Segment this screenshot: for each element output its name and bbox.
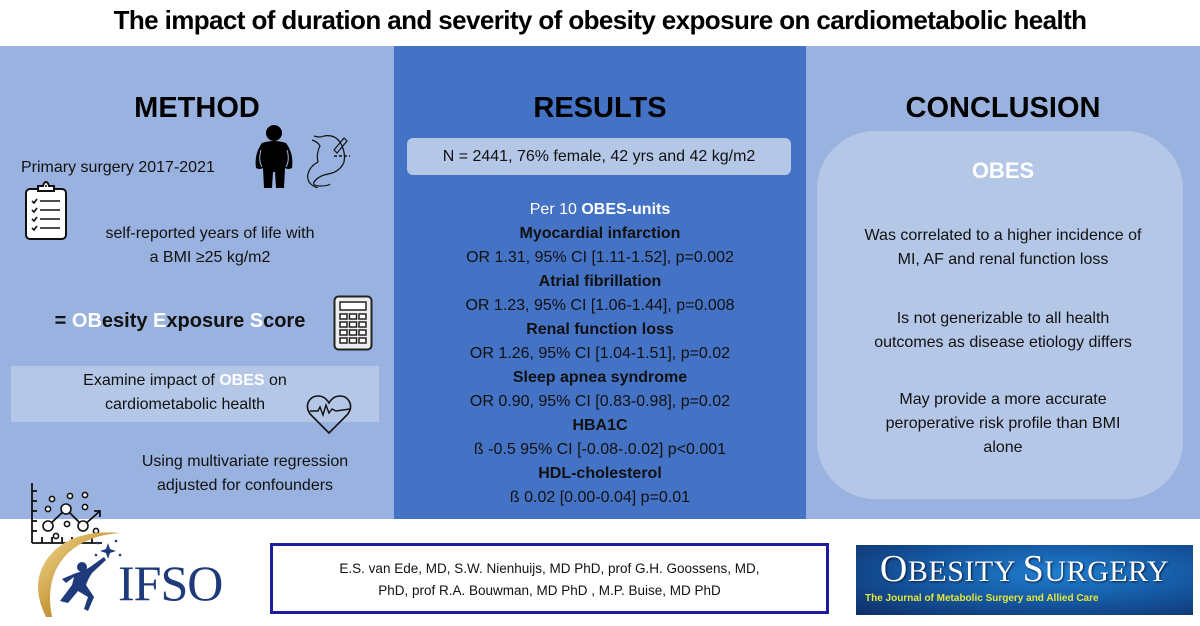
examine-line2: cardiometabolic health <box>104 396 266 413</box>
authors-line2: PhD, prof R.A. Bouwman, MD PhD , M.P. Bu… <box>378 583 721 598</box>
per-obes-units-bold: OBES-units <box>581 201 671 218</box>
ifso-logo-icon <box>38 532 122 617</box>
conclusion-line: alone <box>983 439 1023 456</box>
examine-post: on <box>264 372 287 389</box>
score-rest-esity: esity <box>101 310 154 332</box>
result-value: OR 1.31, 95% CI [1.11-1.52], p=0.002 <box>466 249 734 266</box>
result-name: Atrial fibrillation <box>538 273 662 290</box>
method-heading: METHOD <box>134 92 260 124</box>
clipboard-checklist-icon <box>25 181 67 240</box>
conclusion-box <box>817 131 1183 499</box>
conclusion-point: May provide a more accurate peroperative… <box>826 388 1180 460</box>
per-obes-units: Per 10 OBES-units <box>394 198 806 222</box>
scatter-chart-icon <box>31 483 102 544</box>
score-rest-xposure: xposure <box>166 310 250 332</box>
score-hl-e: E <box>153 310 167 332</box>
method-panel: METHOD Primary surgery 2017-2021 self-re… <box>0 46 394 544</box>
result-name: Renal function loss <box>526 321 674 338</box>
cohort-summary: N = 2441, 76% female, 42 yrs and 42 kg/m… <box>407 138 791 175</box>
examine-impact-box <box>11 366 379 422</box>
score-hl-s: S <box>249 310 264 332</box>
results-panel: RESULTS N = 2441, 76% female, 42 yrs and… <box>394 46 806 519</box>
self-reported-line2: a BMI ≥25 kg/m2 <box>149 249 271 266</box>
journal-title-besity: BESITY <box>907 555 1023 588</box>
journal-title-s: S <box>1022 548 1045 590</box>
result-value: OR 0.90, 95% CI [0.83-0.98], p=0.02 <box>469 393 731 410</box>
obesity-exposure-score-label: = OBesity Exposure Score <box>30 309 330 333</box>
page-title: The impact of duration and severity of o… <box>113 5 1087 35</box>
self-reported-text: self-reported years of life with a BMI ≥… <box>76 222 344 270</box>
result-name: HDL-cholesterol <box>538 465 662 482</box>
examine-obes-highlight: OBES <box>219 372 265 389</box>
ifso-logo-text: IFSO <box>118 555 223 611</box>
regression-line2: adjusted for confounders <box>156 477 334 494</box>
conclusion-subject: OBES <box>971 158 1035 183</box>
examine-pre: Examine impact of <box>83 372 220 389</box>
conclusion-line: Was correlated to a higher incidence of <box>864 227 1142 244</box>
obesity-surgery-journal-logo: OBESITY SURGERY The Journal of Metabolic… <box>856 545 1193 615</box>
journal-title-urgery: URGERY <box>1044 555 1170 588</box>
conclusion-point: Was correlated to a higher incidence of … <box>826 224 1180 272</box>
result-value: ß 0.02 [0.00-0.04] p=0.01 <box>509 489 691 506</box>
per-prefix: Per 10 <box>529 201 582 218</box>
result-value: OR 1.23, 95% CI [1.06-1.44], p=0.008 <box>465 297 735 314</box>
examine-line1: Examine impact of OBES on <box>60 369 310 393</box>
journal-title: OBESITY SURGERY <box>856 550 1193 591</box>
authors-box: E.S. van Ede, MD, S.W. Nienhuijs, MD PhD… <box>270 543 829 614</box>
result-name: Sleep apnea syndrome <box>512 369 688 386</box>
results-heading: RESULTS <box>533 92 667 124</box>
result-value: OR 1.26, 95% CI [1.04-1.51], p=0.02 <box>469 345 731 362</box>
examine-impact-text: Examine impact of OBES on cardiometaboli… <box>60 369 310 417</box>
conclusion-line: MI, AF and renal function loss <box>897 251 1109 268</box>
result-value: ß -0.5 95% CI [-0.08-.0.02] p<0.001 <box>473 441 727 458</box>
regression-line1: Using multivariate regression <box>141 453 349 470</box>
score-hl-ob: OB <box>71 310 102 332</box>
conclusion-point: Is not generizable to all health outcome… <box>826 307 1180 355</box>
conclusion-line: peroperative risk profile than BMI <box>885 415 1121 432</box>
score-rest-core: core <box>263 310 306 332</box>
primary-surgery-text: Primary surgery 2017-2021 <box>21 159 215 176</box>
calculator-icon <box>333 295 373 351</box>
authors-line1: E.S. van Ede, MD, S.W. Nienhuijs, MD PhD… <box>339 561 760 576</box>
regression-text: Using multivariate regression adjusted f… <box>120 450 370 498</box>
conclusion-line: May provide a more accurate <box>899 391 1107 408</box>
stomach-surgery-icon <box>307 135 350 188</box>
conclusion-line: outcomes as disease etiology differs <box>874 334 1132 351</box>
results-list: Per 10 OBES-units Myocardial infarction … <box>394 198 806 510</box>
conclusion-line: Is not generizable to all health <box>896 310 1110 327</box>
heart-rate-icon <box>306 395 352 435</box>
result-name: Myocardial infarction <box>519 225 681 242</box>
self-reported-line1: self-reported years of life with <box>105 225 315 242</box>
journal-title-o: O <box>879 548 908 590</box>
conclusion-panel: CONCLUSION OBES Was correlated to a high… <box>806 46 1200 519</box>
person-icon <box>255 125 293 188</box>
conclusion-heading: CONCLUSION <box>905 92 1101 124</box>
score-prefix: = <box>54 310 72 332</box>
journal-subtitle: The Journal of Metabolic Surgery and All… <box>865 593 1099 604</box>
result-name: HBA1C <box>572 417 628 434</box>
